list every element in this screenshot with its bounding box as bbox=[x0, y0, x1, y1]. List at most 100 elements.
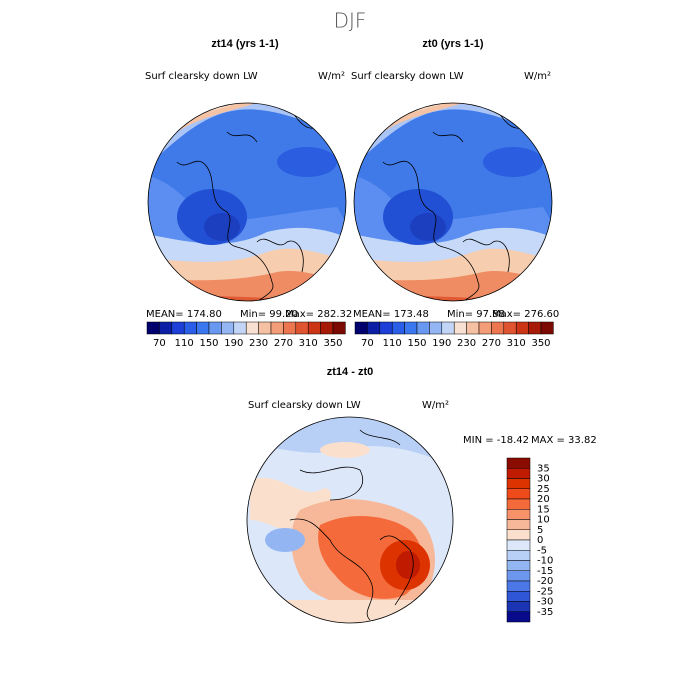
colorbar-label: 20 bbox=[537, 494, 550, 505]
colorbar-box bbox=[429, 321, 443, 335]
colorbar-box bbox=[404, 321, 418, 335]
variable-label: Surf clearsky down LW bbox=[248, 400, 361, 411]
colorbar-box bbox=[283, 321, 297, 335]
colorbar-box bbox=[506, 580, 531, 592]
units-label: W/m² bbox=[318, 71, 345, 82]
colorbar-label: 150 bbox=[199, 338, 218, 349]
map-border bbox=[147, 102, 347, 302]
colorbar-label: 25 bbox=[537, 484, 550, 495]
colorbar-box bbox=[171, 321, 185, 335]
colorbar-box bbox=[515, 321, 529, 335]
colorbar-label: 10 bbox=[537, 515, 550, 526]
colorbar-box bbox=[307, 321, 321, 335]
colorbar-box bbox=[478, 321, 492, 335]
colorbar-box bbox=[528, 321, 542, 335]
colorbar-label: 70 bbox=[153, 338, 166, 349]
colorbar-label: 190 bbox=[224, 338, 243, 349]
colorbar-label: 350 bbox=[323, 338, 342, 349]
colorbar-label: -20 bbox=[537, 576, 553, 587]
colorbar-box bbox=[196, 321, 210, 335]
map-border bbox=[246, 416, 454, 624]
colorbar-box bbox=[506, 529, 531, 541]
colorbar-box bbox=[506, 570, 531, 582]
units-label: W/m² bbox=[524, 71, 551, 82]
variable-label: Surf clearsky down LW bbox=[145, 71, 258, 82]
stat-min: Min= 99.20 bbox=[240, 309, 298, 320]
colorbar-label: 230 bbox=[457, 338, 476, 349]
colorbar-label: 110 bbox=[175, 338, 194, 349]
colorbar-box bbox=[506, 611, 531, 623]
stat-max: Max= 276.60 bbox=[492, 309, 559, 320]
figure-title: DJF bbox=[334, 9, 367, 33]
map-border bbox=[353, 102, 553, 302]
colorbar-box bbox=[466, 321, 480, 335]
stat-mean: MEAN= 174.80 bbox=[146, 309, 222, 320]
colorbar-label: 70 bbox=[361, 338, 374, 349]
colorbar-box bbox=[295, 321, 309, 335]
panel-title: zt14 - zt0 bbox=[327, 366, 373, 378]
colorbar-box bbox=[506, 560, 531, 571]
colorbar-label: 5 bbox=[537, 525, 543, 536]
colorbar-label: -10 bbox=[537, 556, 553, 567]
colorbar-box bbox=[506, 468, 531, 479]
stat-max: Max= 282.32 bbox=[285, 309, 352, 320]
colorbar-label: 30 bbox=[537, 474, 550, 485]
map bbox=[148, 103, 346, 301]
colorbar-label: 310 bbox=[299, 338, 318, 349]
colorbar-label: 230 bbox=[249, 338, 268, 349]
colorbar-label: 270 bbox=[482, 338, 501, 349]
colorbar-box bbox=[320, 321, 334, 335]
colorbar-box bbox=[416, 321, 430, 335]
colorbar-box bbox=[258, 321, 272, 335]
colorbar-label: 190 bbox=[432, 338, 451, 349]
colorbar-box bbox=[506, 457, 531, 469]
colorbar-label: 0 bbox=[537, 535, 543, 546]
colorbar-box bbox=[233, 321, 247, 335]
colorbar-label: -30 bbox=[537, 597, 553, 608]
colorbar-box bbox=[391, 321, 405, 335]
variable-label: Surf clearsky down LW bbox=[351, 71, 464, 82]
colorbar-box bbox=[506, 591, 531, 602]
colorbar-label: 150 bbox=[407, 338, 426, 349]
colorbar-box bbox=[453, 321, 467, 335]
colorbar-label: 35 bbox=[537, 463, 550, 474]
colorbar-label: -35 bbox=[537, 607, 553, 618]
colorbar-box bbox=[506, 478, 531, 489]
colorbar-box bbox=[491, 321, 505, 335]
colorbar-label: -25 bbox=[537, 586, 553, 597]
colorbar-label: -5 bbox=[537, 545, 547, 556]
panel-title: zt14 (yrs 1-1) bbox=[211, 38, 279, 50]
colorbar-label: 15 bbox=[537, 504, 550, 515]
colorbar-box bbox=[354, 321, 368, 335]
colorbar-box bbox=[506, 550, 531, 561]
map bbox=[247, 417, 453, 623]
colorbar-box bbox=[146, 321, 160, 335]
colorbar-box bbox=[183, 321, 197, 335]
colorbar-label: -15 bbox=[537, 566, 553, 577]
stat-max: MAX = 33.82 bbox=[531, 435, 597, 446]
stat-min: Min= 97.88 bbox=[447, 309, 505, 320]
colorbar-box bbox=[503, 321, 517, 335]
colorbar-box bbox=[540, 321, 554, 335]
colorbar-box bbox=[506, 509, 531, 520]
colorbar-box bbox=[221, 321, 235, 335]
colorbar-box bbox=[506, 498, 531, 510]
colorbar-label: 270 bbox=[274, 338, 293, 349]
colorbar-box bbox=[441, 321, 455, 335]
units-label: W/m² bbox=[422, 400, 449, 411]
colorbar-box bbox=[332, 321, 346, 335]
colorbar-box bbox=[506, 539, 531, 551]
colorbar-label: 110 bbox=[383, 338, 402, 349]
colorbar-box bbox=[506, 488, 531, 500]
colorbar-box bbox=[379, 321, 393, 335]
colorbar-box bbox=[208, 321, 222, 335]
stat-min: MIN = -18.42 bbox=[463, 435, 529, 446]
colorbar-box bbox=[270, 321, 284, 335]
colorbar-box bbox=[245, 321, 259, 335]
stat-mean: MEAN= 173.48 bbox=[353, 309, 429, 320]
colorbar-label: 310 bbox=[507, 338, 526, 349]
colorbar-label: 350 bbox=[531, 338, 550, 349]
colorbar-box bbox=[506, 519, 531, 530]
